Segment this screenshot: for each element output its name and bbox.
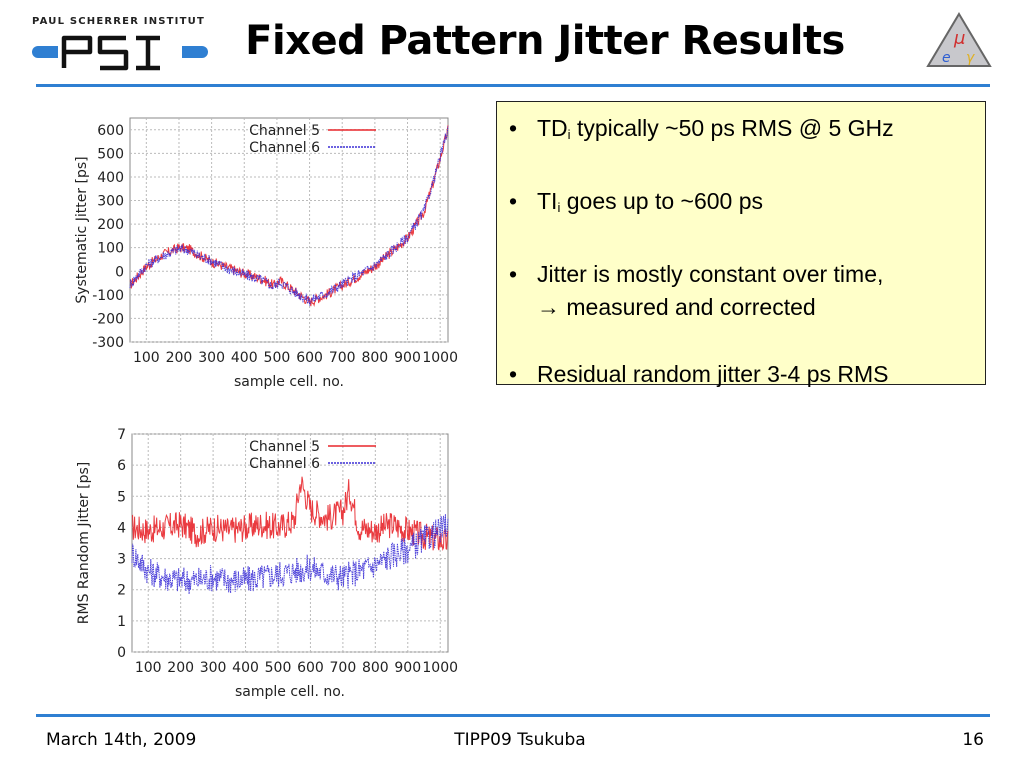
y-tick-label: 400 — [97, 170, 124, 186]
y-tick-label: 4 — [117, 520, 126, 536]
x-tick-label: 900 — [394, 350, 421, 366]
y-tick-label: 100 — [97, 241, 124, 257]
svg-text:e: e — [942, 50, 951, 66]
summary-box: • TDi typically ~50 ps RMS @ 5 GHz • TIi g… — [496, 101, 986, 387]
y-axis-label: Systematic Jitter [ps] — [74, 156, 90, 303]
y-tick-label: 2 — [117, 583, 126, 599]
x-tick-label: 100 — [135, 660, 162, 676]
page-title: Fixed Pattern Jitter Results — [245, 18, 845, 64]
x-tick-label: 800 — [362, 660, 389, 676]
x-tick-label: 100 — [133, 350, 160, 366]
mu-e-gamma-emblem: μ e γ — [924, 10, 994, 72]
y-tick-label: 1 — [117, 614, 126, 630]
psi-logo: PAUL SCHERRER INSTITUT — [30, 14, 210, 78]
y-tick-label: 7 — [117, 427, 126, 443]
x-tick-label: 400 — [232, 660, 259, 676]
footer-date: March 14th, 2009 — [46, 730, 197, 750]
x-tick-label: 500 — [264, 350, 291, 366]
bullet-item: • Residual random jitter 3-4 ps RMS — [509, 361, 889, 387]
series-line — [129, 126, 449, 306]
x-tick-label: 700 — [329, 350, 356, 366]
x-tick-label: 200 — [167, 660, 194, 676]
y-tick-label: 3 — [117, 552, 126, 568]
y-tick-label: 0 — [115, 264, 124, 280]
x-axis-label: sample cell. no. — [234, 374, 344, 390]
legend-label: Channel 6 — [249, 140, 320, 156]
systematic-jitter-chart: -300 -200 -100 0 100 200 300 400 500 600 100 200 300… — [74, 117, 458, 390]
legend-label: Channel 6 — [249, 456, 320, 472]
x-tick-label: 700 — [330, 660, 357, 676]
y-tick-label: -300 — [92, 335, 124, 351]
arrow-icon: → — [537, 294, 560, 320]
series-line — [131, 514, 449, 595]
x-axis-label: sample cell. no. — [235, 684, 345, 700]
header-rule — [36, 84, 990, 87]
bullet-item: • TIi goes up to ~600 ps — [509, 188, 764, 215]
bullet-item: • TDi typically ~50 ps RMS @ 5 GHz — [509, 115, 894, 142]
x-tick-label: 800 — [361, 350, 388, 366]
x-tick-label: 600 — [297, 660, 324, 676]
bullet-item: • Jitter is mostly constant over time, → … — [509, 261, 884, 320]
footer-rule — [36, 714, 990, 717]
y-tick-label: 5 — [117, 489, 126, 505]
y-tick-label: 500 — [97, 146, 124, 162]
x-tick-label: 600 — [296, 350, 323, 366]
y-tick-label: 200 — [97, 217, 124, 233]
legend-label: Channel 5 — [249, 123, 320, 139]
x-tick-label: 300 — [198, 350, 225, 366]
y-axis-label: RMS Random Jitter [ps] — [76, 462, 92, 624]
legend-label: Channel 5 — [249, 439, 320, 455]
random-jitter-chart: 0 1 2 3 4 5 6 7 100 200 300 400 500 600 700 800 900 1000 s… — [76, 427, 458, 700]
y-tick-label: 600 — [97, 123, 124, 139]
x-tick-label: 300 — [200, 660, 227, 676]
y-tick-label: 0 — [117, 645, 126, 661]
x-tick-label: 900 — [394, 660, 421, 676]
x-tick-label: 1000 — [422, 660, 458, 676]
x-tick-label: 1000 — [422, 350, 458, 366]
x-tick-label: 200 — [166, 350, 193, 366]
y-tick-label: 300 — [97, 194, 124, 210]
x-tick-label: 400 — [231, 350, 258, 366]
plot-frame — [129, 117, 449, 343]
y-tick-label: -200 — [92, 311, 124, 327]
x-tick-label: 500 — [265, 660, 292, 676]
summary-bullets: • TDi typically ~50 ps RMS @ 5 GHz • TIi g… — [497, 102, 985, 391]
series-line — [131, 476, 449, 551]
footer-event: TIPP09 Tsukuba — [454, 730, 586, 750]
svg-text:μ: μ — [953, 28, 965, 49]
institute-name: PAUL SCHERRER INSTITUT — [32, 16, 205, 27]
plot-frame — [131, 433, 449, 653]
y-tick-label: -100 — [92, 288, 124, 304]
chart2-plot-area: 0 1 2 3 4 5 6 7 100 200 300 400 500 600 700 800 900 1000 s… — [76, 427, 458, 700]
page-number: 16 — [962, 730, 984, 750]
svg-text:γ: γ — [966, 50, 975, 66]
y-tick-label: 6 — [117, 458, 126, 474]
chart1-plot-area: -300 -200 -100 0 100 200 300 400 500 600 100 200 300… — [74, 117, 458, 390]
